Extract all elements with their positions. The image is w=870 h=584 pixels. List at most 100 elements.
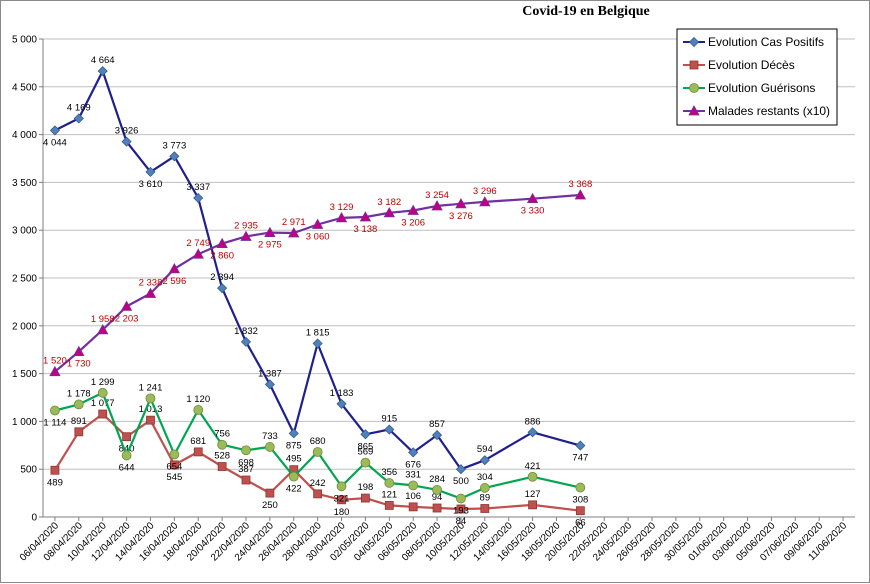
data-label: 3 926 xyxy=(115,126,139,137)
point-marker xyxy=(169,460,179,470)
legend-item: Evolution Décès xyxy=(683,58,795,72)
point-marker xyxy=(193,447,203,457)
data-label: 1 520 xyxy=(43,356,67,367)
point-marker xyxy=(265,488,275,498)
point-marker xyxy=(122,432,131,442)
series-evolution-d-c-s: 489 891 1 077 840 1 013 545 681 528 387 250 495 242… xyxy=(47,398,586,529)
point-marker xyxy=(240,336,252,347)
point-marker xyxy=(359,211,372,222)
point-marker xyxy=(73,345,85,357)
y-tick-label: 3 000 xyxy=(12,226,37,237)
data-label: 886 xyxy=(525,416,541,427)
point-marker xyxy=(216,237,228,248)
point-marker xyxy=(528,500,537,510)
point-marker xyxy=(50,465,60,475)
point-marker xyxy=(168,262,181,274)
data-label: 594 xyxy=(477,444,493,455)
legend-box xyxy=(676,28,838,126)
data-label: 198 xyxy=(357,482,373,493)
data-label: 865 xyxy=(357,441,373,452)
data-label: 1 958 xyxy=(91,314,115,325)
data-label: 733 xyxy=(262,431,278,442)
point-marker xyxy=(432,503,442,513)
point-marker xyxy=(74,427,84,437)
data-label: 2 596 xyxy=(162,276,186,287)
legend-item: Malades restants (x10) xyxy=(683,104,830,118)
point-marker xyxy=(336,398,347,409)
point-marker xyxy=(144,287,157,298)
data-label: 569 xyxy=(357,447,373,458)
point-marker xyxy=(479,196,491,207)
data-label: 840 xyxy=(119,444,135,455)
point-marker xyxy=(360,429,371,440)
point-marker xyxy=(288,471,299,482)
point-marker xyxy=(337,495,346,505)
legend-label: Evolution Guérisons xyxy=(708,81,815,95)
point-marker xyxy=(456,493,466,504)
chart-title: Covid-19 en Belgique xyxy=(522,4,650,19)
y-tick-label: 0 xyxy=(31,513,37,524)
point-marker xyxy=(455,464,467,475)
point-marker xyxy=(408,480,419,491)
point-marker xyxy=(527,471,538,482)
point-marker xyxy=(311,218,324,229)
y-tick-label: 3 500 xyxy=(12,178,37,189)
data-label: 284 xyxy=(429,474,445,485)
point-marker xyxy=(689,60,699,70)
data-label: 250 xyxy=(262,500,278,511)
point-marker xyxy=(217,439,228,450)
point-marker xyxy=(431,200,443,211)
data-label: 3 296 xyxy=(473,186,497,197)
data-label: 193 xyxy=(453,506,469,517)
legend-label: Malades restants (x10) xyxy=(708,104,830,118)
data-label: 106 xyxy=(405,491,421,502)
point-marker xyxy=(98,409,108,419)
y-tick-label: 1 500 xyxy=(12,369,37,380)
point-marker xyxy=(456,504,466,514)
data-label: 84 xyxy=(456,516,467,527)
data-label: 1 832 xyxy=(234,326,258,337)
data-label: 875 xyxy=(286,440,302,451)
data-label: 654 xyxy=(166,461,182,472)
data-label: 304 xyxy=(477,472,493,483)
point-marker xyxy=(169,151,180,162)
data-label: 2 394 xyxy=(210,272,234,283)
point-marker xyxy=(527,427,538,438)
legend-item: Evolution Guérisons xyxy=(683,81,815,95)
data-label: 680 xyxy=(310,436,326,447)
y-tick-label: 4 500 xyxy=(12,82,37,93)
point-marker xyxy=(121,450,132,461)
data-label: 3 254 xyxy=(425,190,449,201)
point-marker xyxy=(241,475,251,485)
legend: Evolution Cas Positifs Evolution Décès Evo… xyxy=(676,28,838,126)
point-marker xyxy=(384,501,394,510)
data-label: 2 935 xyxy=(234,220,258,231)
data-label: 1 387 xyxy=(258,368,282,379)
point-marker xyxy=(407,204,419,215)
data-label: 242 xyxy=(310,478,326,489)
data-label: 3 610 xyxy=(139,179,163,190)
data-label: 127 xyxy=(525,489,541,500)
data-label: 180 xyxy=(334,507,350,518)
point-marker xyxy=(431,430,443,441)
point-marker xyxy=(455,197,467,209)
data-label: 4 664 xyxy=(91,55,115,66)
data-label: 422 xyxy=(286,484,302,495)
data-label: 4 044 xyxy=(43,137,67,148)
point-marker xyxy=(264,226,276,237)
point-marker xyxy=(97,387,108,398)
point-marker xyxy=(575,506,585,516)
point-marker xyxy=(480,504,490,513)
point-marker xyxy=(384,478,395,488)
data-label: 3 182 xyxy=(377,197,401,208)
data-label: 94 xyxy=(432,492,443,503)
data-label: 1 241 xyxy=(139,382,163,393)
data-label: 2 860 xyxy=(210,251,234,262)
series-evolution-cas-positifs: 4 044 4 169 4 664 3 926 3 610 3 773 3 337 2 394… xyxy=(43,55,588,487)
data-label: 3 337 xyxy=(186,182,210,193)
point-marker xyxy=(479,455,490,466)
point-marker xyxy=(408,502,418,512)
data-label: 2 975 xyxy=(258,240,282,251)
data-label: 331 xyxy=(405,469,421,480)
